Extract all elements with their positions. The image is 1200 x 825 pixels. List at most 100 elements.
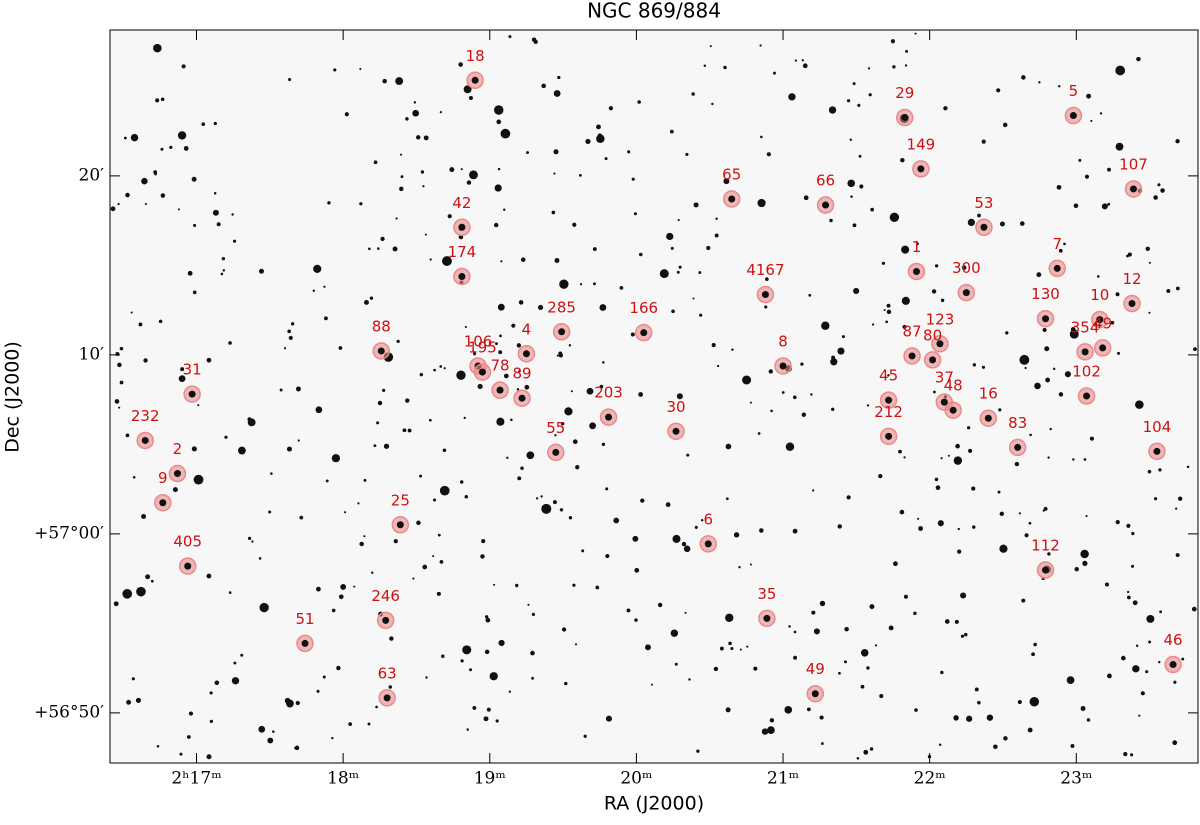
star [1135,644,1139,647]
star-label: 51 [295,610,314,628]
star [943,106,948,111]
star [688,678,691,681]
star [746,645,749,648]
star [1191,606,1197,612]
star [785,442,795,451]
star-core [1069,112,1077,120]
star [156,745,160,748]
star [1104,582,1109,587]
star [761,728,769,735]
star [700,519,704,522]
star-core [779,362,787,370]
star [1123,751,1128,757]
star-label: 55 [546,419,565,437]
star [484,649,490,655]
star [940,670,944,675]
star [186,735,191,739]
star [768,369,773,374]
star [957,527,960,531]
star [1058,248,1063,253]
star [135,697,141,703]
star-core [1169,661,1177,669]
star [1034,382,1041,390]
star [940,298,945,303]
star [938,743,942,746]
star [699,313,703,317]
star [599,384,604,389]
star-label: 112 [1031,537,1060,555]
star [288,77,292,82]
star [541,503,552,514]
star [998,408,1002,412]
star [1158,660,1161,664]
star [439,485,450,496]
star [657,602,663,608]
star [1029,433,1032,437]
star [852,82,856,86]
star-label: 89 [512,365,531,383]
star [866,666,870,670]
star [373,160,378,165]
star-label: 45 [879,367,898,385]
star-core [811,690,819,698]
star [650,683,653,686]
star-core [1096,316,1104,324]
star [449,167,455,173]
star [886,309,892,315]
star [1049,427,1052,431]
star [981,139,986,144]
star [154,172,157,176]
star [423,135,429,141]
star [725,613,734,622]
star [117,202,120,206]
star-core [396,521,404,529]
star [935,485,941,490]
star [382,78,387,84]
star [579,173,582,177]
star-label: 53 [974,194,993,212]
star [405,117,409,121]
star [1052,367,1056,371]
star [1089,436,1094,441]
star [933,390,936,394]
star [312,289,316,292]
star [693,202,699,208]
star [631,177,635,181]
x-tick-label: 2ʰ17ᵐ [171,769,221,789]
star [846,99,851,103]
star [960,592,967,599]
star [251,540,254,543]
star [997,490,1001,494]
star [802,63,808,69]
star [1028,521,1032,525]
star [1082,560,1088,566]
star [719,646,724,651]
star [553,149,559,155]
star [1063,242,1066,246]
star [902,324,907,330]
star [703,64,707,68]
star [432,498,437,502]
star [160,193,166,198]
star [419,372,424,377]
star [483,716,489,722]
star [666,232,674,241]
star-core [1081,348,1089,356]
star [1084,174,1090,179]
star [130,311,133,314]
star [1115,142,1124,151]
star [967,218,975,227]
star [511,323,516,328]
star [216,222,221,227]
star [1029,697,1040,707]
star [759,44,762,47]
star-label: 107 [1119,155,1148,173]
star [1186,465,1190,469]
star [981,365,986,369]
star [696,749,700,753]
star [331,454,341,463]
star [961,265,967,270]
star [730,646,734,651]
star [460,659,464,663]
